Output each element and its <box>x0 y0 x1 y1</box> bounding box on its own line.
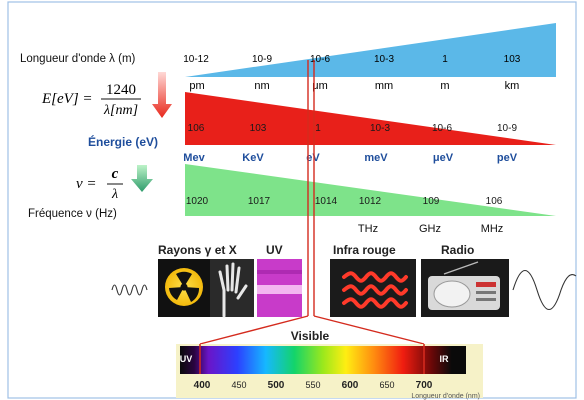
visible-connector <box>199 60 425 345</box>
down-arrow-icon <box>152 72 172 118</box>
wavelength-unit-4: mm <box>375 80 393 92</box>
radio-photo <box>421 259 509 317</box>
wavelength-exp-1: 10-12 <box>183 54 209 65</box>
energy-unit-1: Mev <box>183 152 205 164</box>
xray-hand-photo <box>210 259 254 318</box>
visible-spectrum-bar <box>180 346 466 374</box>
frequency-formula-denominator: λ <box>111 187 118 202</box>
frequency-formula-lhs: ν = <box>76 176 97 192</box>
energy-formula-lhs: E[eV] = <box>41 91 93 107</box>
energy-unit-6: peV <box>497 152 518 164</box>
energy-unit-5: μeV <box>433 152 454 164</box>
frequency-value-4: 1012 <box>359 196 382 207</box>
frequency-label: Fréquence ν (Hz) <box>28 208 117 220</box>
energy-values: 106 103 1 10-3 10-6 10-9 <box>188 123 518 134</box>
visible-ir-label: IR <box>440 354 450 364</box>
frequency-value-1: 1020 <box>186 196 209 207</box>
frequency-values: 1020 1017 1014 1012 109 106 <box>186 196 503 207</box>
energy-label: Énergie (eV) <box>88 134 158 149</box>
wavelength-exp-4: 10-3 <box>374 54 394 65</box>
energy-band <box>185 92 556 145</box>
wavelength-units: pm nm μm mm m km <box>189 80 519 92</box>
frequency-band <box>185 164 556 216</box>
frequency-formula-numerator: c <box>112 166 119 182</box>
wavelength-exp-2: 10-9 <box>252 54 272 65</box>
visible-tick-1: 400 <box>194 380 211 391</box>
energy-value-1: 106 <box>188 123 205 134</box>
visible-uv-label: UV <box>180 354 193 364</box>
wavelength-label: Longueur d'onde λ (m) <box>20 53 136 65</box>
frequency-unit-3: MHz <box>481 223 504 235</box>
energy-value-6: 10-9 <box>497 123 517 134</box>
heater-coil-icon <box>342 271 408 309</box>
uv-photo <box>257 259 302 317</box>
hand-icon <box>218 262 248 318</box>
frequency-value-2: 1017 <box>248 196 271 207</box>
energy-unit-4: meV <box>364 152 388 164</box>
visible-tick-4: 550 <box>305 380 320 390</box>
visible-tick-5: 600 <box>342 380 359 391</box>
frequency-units: THz GHz MHz <box>358 223 503 235</box>
gamma-photo <box>158 259 210 317</box>
wavelength-exp-5: 1 <box>442 54 448 65</box>
energy-value-5: 10-6 <box>432 123 452 134</box>
frequency-unit-2: GHz <box>419 223 441 235</box>
wavelength-unit-5: m <box>440 80 449 92</box>
down-arrow-icon <box>131 165 153 192</box>
frequency-value-5: 109 <box>423 196 440 207</box>
long-wave-icon <box>512 269 577 311</box>
frequency-formula: ν = c λ <box>76 166 123 202</box>
wavelength-unit-3: μm <box>312 80 328 92</box>
frequency-value-3: 1014 <box>315 196 338 207</box>
energy-value-4: 10-3 <box>370 123 390 134</box>
visible-tick-3: 500 <box>268 380 285 391</box>
gamma-x-label: Rayons γ et X <box>158 243 237 257</box>
antenna-icon <box>443 261 479 275</box>
short-wave-icon <box>111 284 148 296</box>
energy-formula-numerator: 1240 <box>106 82 136 98</box>
energy-formula-denominator: λ[nm] <box>103 103 138 118</box>
visible-ticks: 400 450 500 550 600 650 700 <box>194 380 433 391</box>
frequency-value-6: 106 <box>486 196 503 207</box>
energy-units: Mev KeV eV meV μeV peV <box>183 152 517 164</box>
wavelength-exp-6: 103 <box>504 54 521 65</box>
frequency-unit-1: THz <box>358 223 378 235</box>
wavelength-unit-2: nm <box>254 80 269 92</box>
visible-tick-7: 700 <box>416 380 433 391</box>
wavelength-exponents: 10-12 10-9 10-6 10-3 1 103 <box>183 54 521 65</box>
uv-label: UV <box>266 243 283 257</box>
visible-tick-2: 450 <box>231 380 246 390</box>
energy-value-3: 1 <box>315 123 321 134</box>
infrared-label: Infra rouge <box>333 243 396 257</box>
wavelength-exp-3: 10-6 <box>310 54 330 65</box>
visible-title: Visible <box>291 329 330 343</box>
wavelength-unit-6: km <box>505 80 520 92</box>
infrared-photo <box>330 259 416 317</box>
visible-tick-6: 650 <box>379 380 394 390</box>
energy-formula: E[eV] = 1240 λ[nm] <box>41 82 141 118</box>
energy-value-2: 103 <box>250 123 267 134</box>
energy-unit-2: KeV <box>242 152 264 164</box>
visible-axis-label: Longueur d'onde (nm) <box>411 393 480 400</box>
wavelength-band <box>185 23 556 77</box>
radio-label: Radio <box>441 243 474 257</box>
wavelength-unit-1: pm <box>189 80 204 92</box>
